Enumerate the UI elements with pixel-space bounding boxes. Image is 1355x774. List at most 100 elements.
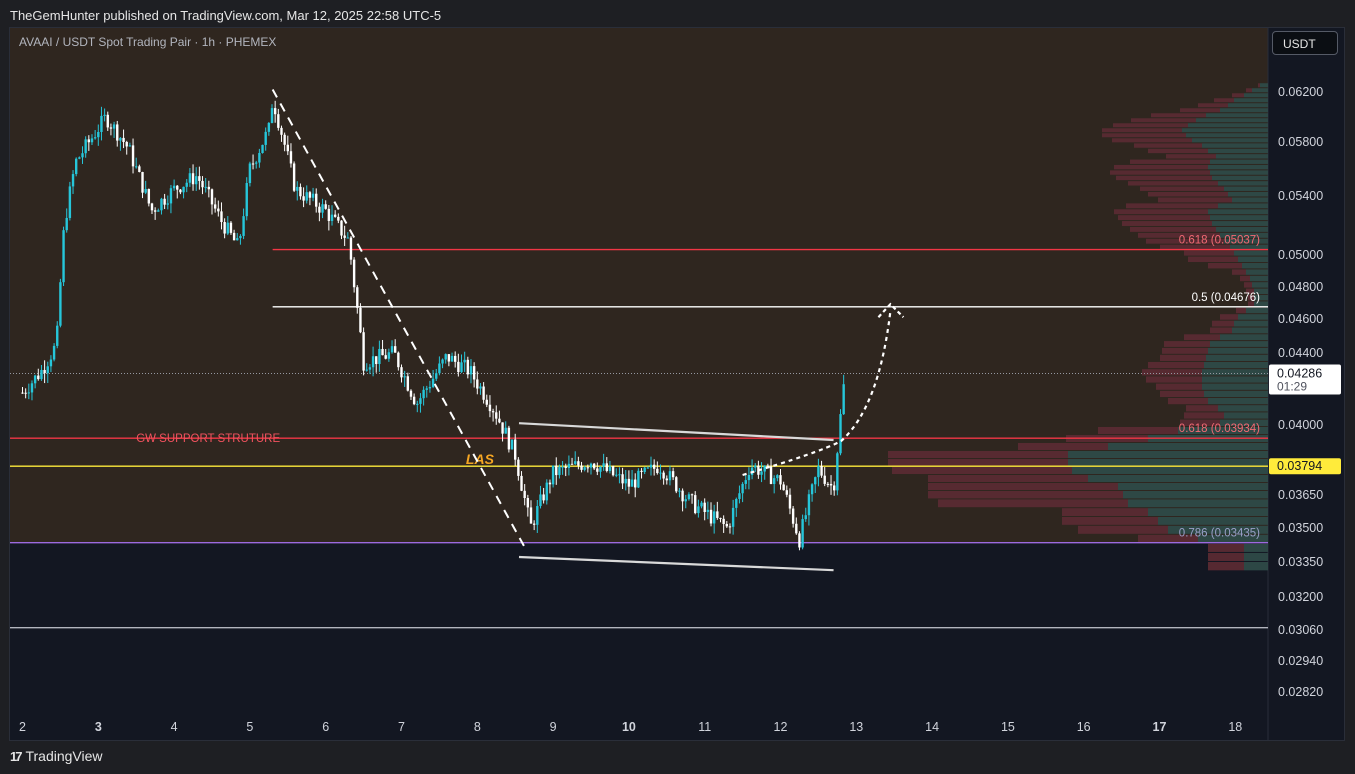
candle xyxy=(352,257,356,293)
volume-profile-down-bar xyxy=(928,491,1123,499)
candle-body xyxy=(68,186,72,218)
candle-body xyxy=(245,183,248,217)
volume-profile-up-bar xyxy=(1206,113,1268,118)
candle xyxy=(239,234,242,245)
candle xyxy=(652,459,656,476)
candle-body xyxy=(428,387,432,389)
candle-body xyxy=(760,471,763,475)
candle-body xyxy=(583,467,586,470)
candle-body xyxy=(78,157,81,159)
candle-body xyxy=(823,475,826,484)
candle-body xyxy=(59,282,62,326)
candle xyxy=(150,202,154,215)
candle-body xyxy=(185,182,188,187)
volume-profile-down-bar xyxy=(1146,376,1202,383)
candle xyxy=(71,170,75,194)
candle-body xyxy=(138,166,141,173)
volume-profile-down-bar xyxy=(1214,98,1234,103)
candle xyxy=(135,157,138,169)
candle-body xyxy=(251,163,255,165)
volume-profile-down-bar xyxy=(1078,525,1168,534)
current-price-label: 0.04286 xyxy=(1277,367,1322,381)
volume-profile-down-bar xyxy=(1138,232,1220,238)
candle xyxy=(403,370,406,387)
volume-profile-up-bar xyxy=(1216,226,1268,232)
volume-profile-up-bar xyxy=(1234,98,1268,103)
candle xyxy=(169,184,173,214)
y-tick-label: 0.05800 xyxy=(1278,135,1323,149)
candle xyxy=(731,499,735,535)
y-tick-label: 0.03200 xyxy=(1278,590,1323,604)
candle xyxy=(302,187,305,208)
candle xyxy=(289,143,293,168)
volume-profile-down-bar xyxy=(1130,159,1210,164)
candle xyxy=(741,482,744,503)
candle xyxy=(611,465,615,477)
candle-body xyxy=(624,478,627,484)
candle-body xyxy=(611,466,615,476)
volume-profile-up-bar xyxy=(1232,327,1268,334)
volume-profile-down-bar xyxy=(1126,203,1218,209)
candle-body xyxy=(195,176,198,185)
volume-profile-down-bar xyxy=(1236,307,1246,314)
candle xyxy=(779,469,782,490)
volume-profile-up-bar xyxy=(1108,443,1268,450)
volume-profile-down-bar xyxy=(1098,427,1178,434)
volume-profile-up-bar xyxy=(1244,543,1268,552)
volume-profile-up-bar xyxy=(1220,334,1268,341)
volume-profile-up-bar xyxy=(1192,138,1268,143)
candle xyxy=(356,285,359,314)
y-tick-label: 0.03350 xyxy=(1278,555,1323,569)
volume-profile-down-bar xyxy=(1156,383,1202,390)
candle xyxy=(640,468,643,479)
volume-profile-up-bar xyxy=(1246,307,1268,314)
candle-body xyxy=(24,392,27,394)
volume-profile-down-bar xyxy=(1246,288,1254,294)
candle-body xyxy=(406,376,410,391)
candle-body xyxy=(716,511,719,518)
candle xyxy=(555,457,558,485)
currency-button[interactable]: USDT xyxy=(1272,31,1338,55)
candle xyxy=(735,497,738,517)
candle-body xyxy=(371,356,375,368)
candle xyxy=(577,456,580,470)
candle xyxy=(539,485,542,509)
candle-body xyxy=(766,465,770,467)
x-tick-label: 4 xyxy=(171,720,178,734)
candle-body xyxy=(453,355,457,362)
candle-body xyxy=(637,470,640,488)
candle xyxy=(719,517,722,523)
price-chart[interactable]: 0.618 (0.05037) 0.5 (0.04676) 0.618 (0.039… xyxy=(10,28,1344,740)
candle-body xyxy=(242,216,245,236)
candle xyxy=(147,188,151,207)
candle-body xyxy=(277,114,280,128)
candle xyxy=(390,340,394,354)
candle xyxy=(526,494,530,517)
candle-body xyxy=(330,214,334,221)
las-label: LAS xyxy=(466,451,495,467)
candle-body xyxy=(450,355,454,362)
candle xyxy=(422,386,425,406)
candle xyxy=(292,161,296,193)
candle xyxy=(258,148,261,168)
tradingview-logo[interactable]: 17 TradingView xyxy=(10,748,103,764)
candle-body xyxy=(90,138,94,143)
candle xyxy=(450,352,454,362)
candle xyxy=(738,485,741,504)
volume-profile-up-bar xyxy=(1212,221,1268,226)
volume-profile-down-bar xyxy=(1102,128,1182,133)
candle-body xyxy=(596,468,599,472)
candle xyxy=(817,458,820,487)
candle-body xyxy=(286,144,289,152)
volume-profile-down-bar xyxy=(1146,238,1224,244)
candle xyxy=(128,142,132,147)
candle-body xyxy=(555,465,558,476)
candle-body xyxy=(438,363,441,374)
y-tick-label: 0.03500 xyxy=(1278,521,1323,535)
candle xyxy=(776,474,779,482)
candle xyxy=(318,202,321,222)
candle-body xyxy=(741,483,744,494)
chart-frame[interactable]: 0.618 (0.05037) 0.5 (0.04676) 0.618 (0.039… xyxy=(9,27,1345,741)
candle-body xyxy=(807,494,811,516)
volume-profile-up-bar xyxy=(1252,282,1268,288)
